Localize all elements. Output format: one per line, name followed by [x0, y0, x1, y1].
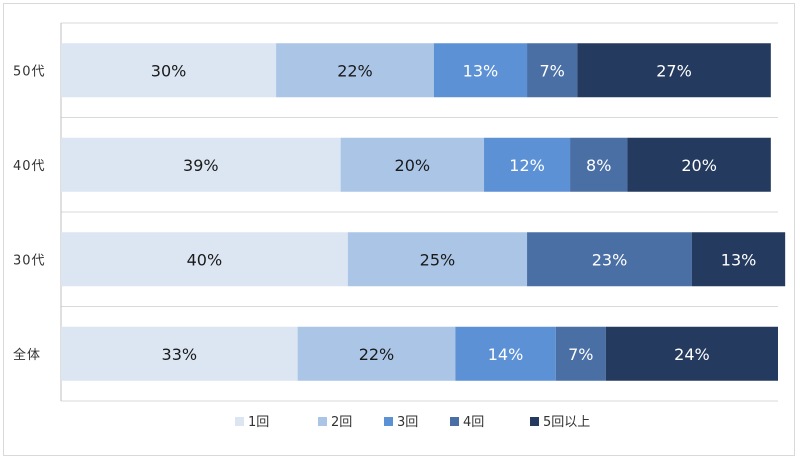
- legend-label: 5回以上: [543, 415, 590, 430]
- legend-label: 2回: [331, 415, 352, 430]
- bar-segment: [627, 137, 771, 192]
- legend-label: 1回: [248, 415, 269, 430]
- bar-segment: [297, 326, 456, 381]
- legend-label: 4回: [463, 415, 484, 430]
- data-label: 22%: [359, 345, 395, 364]
- legend: 1回 2回 3回 4回 5回以上: [235, 415, 590, 430]
- data-label: 14%: [488, 345, 524, 364]
- bar-segment: [340, 137, 485, 192]
- data-label: 12%: [509, 156, 545, 175]
- bar-segment: [276, 43, 434, 98]
- data-label: 39%: [183, 156, 219, 175]
- legend-swatch: [235, 417, 244, 426]
- legend-swatch: [318, 417, 327, 426]
- data-label: 22%: [337, 61, 373, 80]
- data-label: 8%: [586, 156, 611, 175]
- bar-segment: [433, 43, 528, 98]
- data-label: 13%: [721, 250, 757, 269]
- bar-segment: [61, 326, 298, 381]
- data-label: 40%: [187, 250, 223, 269]
- bar-segment: [484, 137, 571, 192]
- bar-segment: [570, 137, 628, 192]
- legend-swatch: [530, 417, 539, 426]
- bar-segment: [61, 43, 277, 98]
- bar-segment: [605, 326, 778, 381]
- data-label: 33%: [162, 345, 198, 364]
- bar-segment: [691, 232, 786, 287]
- bar-segments: 30% 22% 13% 7% 27% 39% 20% 12% 8% 20% 40% 25% 23% 13%…: [61, 43, 786, 381]
- data-label: 13%: [463, 61, 499, 80]
- data-label: 30%: [151, 61, 187, 80]
- data-label: 24%: [674, 345, 710, 364]
- legend-swatch: [384, 417, 393, 426]
- bar-segment: [61, 232, 348, 287]
- data-label: 7%: [539, 61, 564, 80]
- category-label: 全体: [13, 347, 41, 363]
- bar-segment: [347, 232, 528, 287]
- legend-swatch: [450, 417, 459, 426]
- bar-segment: [577, 43, 771, 98]
- data-label: 20%: [395, 156, 431, 175]
- category-label: 40代: [13, 159, 46, 174]
- data-label: 23%: [592, 250, 628, 269]
- data-label: 27%: [656, 61, 692, 80]
- data-label: 25%: [420, 250, 456, 269]
- bar-segment: [455, 326, 556, 381]
- data-label: 20%: [681, 156, 717, 175]
- data-label: 7%: [568, 345, 593, 364]
- bar-segment: [527, 232, 692, 287]
- legend-label: 3回: [397, 415, 418, 430]
- bar-segment: [61, 137, 341, 192]
- category-label: 50代: [13, 64, 46, 79]
- bar-segment: [527, 43, 578, 98]
- category-label: 30代: [13, 253, 46, 268]
- bar-segment: [555, 326, 606, 381]
